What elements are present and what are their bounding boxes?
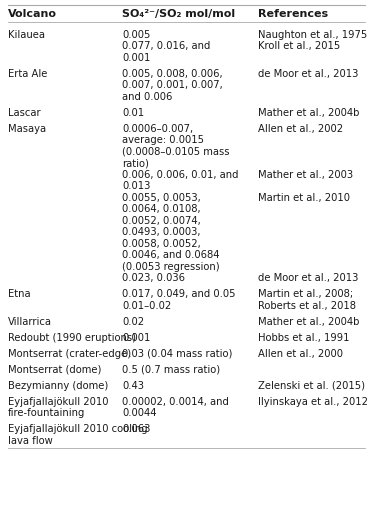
Text: Mather et al., 2004b: Mather et al., 2004b <box>258 317 359 327</box>
Text: Hobbs et al., 1991: Hobbs et al., 1991 <box>258 333 349 343</box>
Text: and 0.006: and 0.006 <box>122 92 172 102</box>
Text: 0.006, 0.006, 0.01, and: 0.006, 0.006, 0.01, and <box>122 170 239 180</box>
Text: 0.0493, 0.0003,: 0.0493, 0.0003, <box>122 227 200 237</box>
Text: 0.0006–0.007,: 0.0006–0.007, <box>122 124 193 134</box>
Text: 0.02: 0.02 <box>122 317 144 327</box>
Text: Eyjafjallajökull 2010: Eyjafjallajökull 2010 <box>8 397 109 407</box>
Text: Kroll et al., 2015: Kroll et al., 2015 <box>258 41 340 51</box>
Text: Naughton et al., 1975: Naughton et al., 1975 <box>258 30 367 40</box>
Text: 0.0046, and 0.0684: 0.0046, and 0.0684 <box>122 250 219 260</box>
Text: References: References <box>258 9 328 19</box>
Text: ratio): ratio) <box>122 158 149 168</box>
Text: de Moor et al., 2013: de Moor et al., 2013 <box>258 273 358 283</box>
Text: 0.063: 0.063 <box>122 424 150 434</box>
Text: Redoubt (1990 eruptions): Redoubt (1990 eruptions) <box>8 333 136 343</box>
Text: Bezymianny (dome): Bezymianny (dome) <box>8 381 108 391</box>
Text: Allen et al., 2000: Allen et al., 2000 <box>258 349 343 359</box>
Text: Ilyinskaya et al., 2012: Ilyinskaya et al., 2012 <box>258 397 367 407</box>
Text: Montserrat (crater-edge): Montserrat (crater-edge) <box>8 349 131 359</box>
Text: de Moor et al., 2013: de Moor et al., 2013 <box>258 69 358 79</box>
Text: Villarrica: Villarrica <box>8 317 52 327</box>
Text: (0.0053 regression): (0.0053 regression) <box>122 262 219 272</box>
Text: average: 0.0015: average: 0.0015 <box>122 135 204 145</box>
Text: 0.005, 0.008, 0.006,: 0.005, 0.008, 0.006, <box>122 69 223 79</box>
Text: 0.5 (0.7 mass ratio): 0.5 (0.7 mass ratio) <box>122 365 220 375</box>
Text: Eyjafjallajökull 2010 cooling: Eyjafjallajökull 2010 cooling <box>8 424 148 434</box>
Text: 0.023, 0.036: 0.023, 0.036 <box>122 273 185 283</box>
Text: 0.001: 0.001 <box>122 53 150 63</box>
Text: 0.01–0.02: 0.01–0.02 <box>122 301 171 311</box>
Text: Allen et al., 2002: Allen et al., 2002 <box>258 124 343 134</box>
Text: Masaya: Masaya <box>8 124 46 134</box>
Text: 0.0055, 0.0053,: 0.0055, 0.0053, <box>122 193 201 203</box>
Text: 0.001: 0.001 <box>122 333 150 343</box>
Text: 0.005: 0.005 <box>122 30 150 40</box>
Text: lava flow: lava flow <box>8 436 53 446</box>
Text: Martin et al., 2010: Martin et al., 2010 <box>258 193 350 203</box>
Text: 0.077, 0.016, and: 0.077, 0.016, and <box>122 41 210 51</box>
Text: 0.007, 0.001, 0.007,: 0.007, 0.001, 0.007, <box>122 80 223 90</box>
Text: 0.03 (0.04 mass ratio): 0.03 (0.04 mass ratio) <box>122 349 232 359</box>
Text: Mather et al., 2003: Mather et al., 2003 <box>258 170 353 180</box>
Text: Zelenski et al. (2015): Zelenski et al. (2015) <box>258 381 365 391</box>
Text: 0.01: 0.01 <box>122 108 144 118</box>
Text: 0.43: 0.43 <box>122 381 144 391</box>
Text: 0.0044: 0.0044 <box>122 408 156 418</box>
Text: 0.017, 0.049, and 0.05: 0.017, 0.049, and 0.05 <box>122 289 236 299</box>
Text: SO₄²⁻/SO₂ mol/mol: SO₄²⁻/SO₂ mol/mol <box>122 9 235 19</box>
Text: Kilauea: Kilauea <box>8 30 45 40</box>
Text: 0.0052, 0.0074,: 0.0052, 0.0074, <box>122 216 201 226</box>
Text: Martin et al., 2008;: Martin et al., 2008; <box>258 289 353 299</box>
Text: (0.0008–0.0105 mass: (0.0008–0.0105 mass <box>122 147 229 157</box>
Text: Volcano: Volcano <box>8 9 57 19</box>
Text: fire-fountaining: fire-fountaining <box>8 408 86 418</box>
Text: Mather et al., 2004b: Mather et al., 2004b <box>258 108 359 118</box>
Text: 0.0058, 0.0052,: 0.0058, 0.0052, <box>122 239 201 249</box>
Text: 0.00002, 0.0014, and: 0.00002, 0.0014, and <box>122 397 229 407</box>
Text: 0.0064, 0.0108,: 0.0064, 0.0108, <box>122 204 201 214</box>
Text: Etna: Etna <box>8 289 30 299</box>
Text: Roberts et al., 2018: Roberts et al., 2018 <box>258 301 356 311</box>
Text: Lascar: Lascar <box>8 108 41 118</box>
Text: 0.013: 0.013 <box>122 181 150 191</box>
Text: Montserrat (dome): Montserrat (dome) <box>8 365 101 375</box>
Text: Erta Ale: Erta Ale <box>8 69 47 79</box>
